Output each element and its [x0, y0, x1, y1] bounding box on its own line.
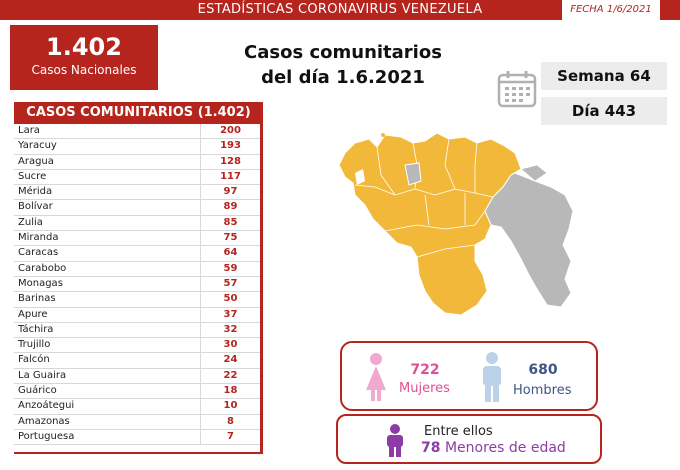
cases-table: Lara 200 Yaracuy 193 Aragua 128 Sucre 117 Mérida…: [14, 124, 263, 454]
day-box: Día 443: [541, 97, 667, 125]
table-row: Mérida 97: [14, 185, 260, 201]
state-name: Guárico: [18, 385, 57, 397]
table-row: Sucre 117: [14, 169, 260, 186]
women-count: 722: [410, 362, 440, 378]
state-cases: 22: [200, 368, 260, 384]
map-lake: [355, 169, 365, 185]
state-cases: 24: [200, 353, 260, 368]
total-cases-number: 1.402: [46, 33, 122, 61]
state-cases: 57: [200, 276, 260, 292]
table-row: Bolívar 89: [14, 200, 260, 216]
table-row: Guárico 18: [14, 384, 260, 400]
header-date: FECHA 1/6/2021: [562, 0, 660, 20]
state-cases: 50: [200, 292, 260, 307]
map-island: [381, 133, 385, 137]
table-row: Táchira 32: [14, 322, 260, 339]
headline-line-2: del día 1.6.2021: [261, 67, 425, 88]
table-row: Anzoátegui 10: [14, 399, 260, 415]
table-row: Zulia 85: [14, 215, 260, 232]
state-name: Portuguesa: [18, 430, 75, 442]
minors-box: [336, 414, 602, 464]
state-name: Monagas: [18, 277, 63, 289]
child-icon: [387, 424, 403, 457]
table-row: Monagas 57: [14, 276, 260, 293]
men-label: Hombres: [513, 383, 572, 398]
venezuela-map: [338, 132, 574, 316]
state-cases: 7: [200, 429, 260, 445]
state-cases: 59: [200, 261, 260, 276]
state-name: Táchira: [18, 323, 54, 335]
table-row: Carabobo 59: [14, 261, 260, 277]
state-name: Lara: [18, 125, 40, 136]
map-region-gray-east: [484, 172, 574, 308]
state-cases: 89: [200, 200, 260, 215]
table-header: CASOS COMUNITARIOS (1.402): [14, 102, 263, 124]
table-row: Barinas 50: [14, 292, 260, 308]
week-box: Semana 64: [541, 62, 667, 90]
state-cases: 75: [200, 231, 260, 246]
state-name: La Guaira: [18, 369, 67, 381]
state-name: Falcón: [18, 354, 50, 366]
state-cases: 64: [200, 246, 260, 261]
map-region-gray-west: [404, 162, 422, 186]
state-cases: 128: [200, 154, 260, 169]
state-name: Aragua: [18, 155, 54, 167]
table-row: Miranda 75: [14, 231, 260, 247]
minors-prefix: Entre ellos: [424, 424, 493, 439]
state-name: Amazonas: [18, 415, 70, 427]
state-name: Sucre: [18, 170, 47, 182]
state-name: Caracas: [18, 247, 59, 259]
table-row: La Guaira 22: [14, 368, 260, 385]
men-count: 680: [528, 362, 558, 378]
table-row: Amazonas 8: [14, 414, 260, 430]
state-cases: 8: [200, 414, 260, 429]
headline: Casos comunitarios del día 1.6.2021: [218, 40, 468, 90]
table-row: Portuguesa 7: [14, 429, 260, 446]
minors-label: Menores de edad: [444, 440, 566, 456]
state-cases: 97: [200, 185, 260, 200]
state-name: Yaracuy: [18, 140, 57, 152]
state-name: Barinas: [18, 293, 56, 305]
table-row: Aragua 128: [14, 154, 260, 170]
state-cases: 18: [200, 384, 260, 399]
state-cases: 85: [200, 215, 260, 231]
total-cases-box: 1.402 Casos Nacionales: [10, 25, 158, 90]
header-bar: ESTADÍSTICAS CORONAVIRUS VENEZUELA FECHA…: [0, 0, 680, 20]
total-cases-label: Casos Nacionales: [31, 63, 137, 77]
state-name: Carabobo: [18, 262, 67, 274]
women-label: Mujeres: [399, 381, 450, 396]
state-cases: 32: [200, 322, 260, 338]
table-row: Falcón 24: [14, 353, 260, 369]
minors-line: 78 Menores de edad: [421, 440, 566, 456]
gender-box: [340, 341, 598, 411]
woman-icon: [366, 353, 386, 401]
state-name: Bolívar: [18, 201, 53, 213]
state-cases: 117: [200, 169, 260, 185]
state-cases: 200: [200, 124, 260, 139]
calendar-icon: [497, 71, 537, 108]
table-row: Trujillo 30: [14, 338, 260, 354]
state-name: Anzoátegui: [18, 400, 75, 412]
state-name: Miranda: [18, 232, 59, 244]
map-delta: [520, 164, 548, 182]
state-name: Apure: [18, 308, 48, 320]
state-name: Mérida: [18, 186, 53, 198]
state-cases: 193: [200, 139, 260, 154]
state-cases: 10: [200, 399, 260, 414]
state-cases: 30: [200, 338, 260, 353]
table-row: Yaracuy 193: [14, 139, 260, 155]
man-icon: [483, 352, 501, 402]
headline-line-1: Casos comunitarios: [244, 42, 442, 63]
table-row: Apure 37: [14, 307, 260, 323]
table-row: Caracas 64: [14, 246, 260, 262]
table-row: Lara 200: [14, 124, 260, 140]
header-title: ESTADÍSTICAS CORONAVIRUS VENEZUELA: [197, 2, 483, 17]
state-cases: 37: [200, 307, 260, 322]
state-name: Trujillo: [18, 339, 51, 351]
minors-count: 78: [421, 440, 441, 456]
state-name: Zulia: [18, 216, 43, 228]
